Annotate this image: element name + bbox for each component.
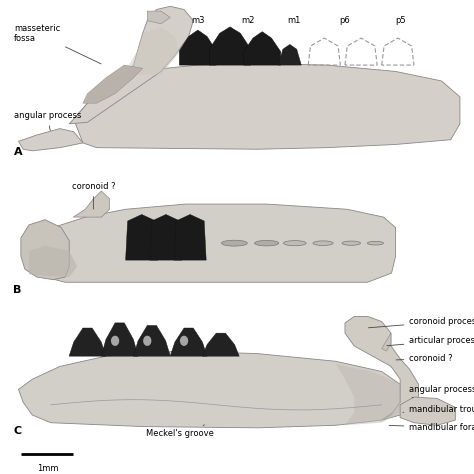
- Text: mandibular trough: mandibular trough: [403, 405, 474, 414]
- Polygon shape: [73, 64, 460, 149]
- Polygon shape: [210, 27, 251, 65]
- Text: 1mm: 1mm: [36, 464, 58, 473]
- Polygon shape: [202, 333, 239, 356]
- Text: m3: m3: [191, 16, 205, 25]
- Ellipse shape: [180, 336, 188, 346]
- Polygon shape: [21, 220, 69, 280]
- Polygon shape: [101, 323, 138, 356]
- Ellipse shape: [283, 241, 306, 246]
- Polygon shape: [244, 32, 281, 65]
- Polygon shape: [129, 27, 180, 74]
- Text: Meckel's groove: Meckel's groove: [146, 425, 213, 438]
- Text: articular process: articular process: [387, 337, 474, 346]
- Text: p5: p5: [395, 16, 405, 25]
- Polygon shape: [134, 326, 170, 356]
- Text: m1: m1: [288, 16, 301, 25]
- Polygon shape: [29, 246, 77, 277]
- Text: A: A: [14, 147, 23, 157]
- Polygon shape: [18, 128, 83, 151]
- Polygon shape: [150, 215, 182, 260]
- Text: coronoid process: coronoid process: [368, 317, 474, 328]
- Polygon shape: [278, 45, 301, 65]
- Polygon shape: [170, 328, 207, 356]
- Polygon shape: [126, 215, 158, 260]
- Text: coronoid ?: coronoid ?: [396, 354, 453, 363]
- Text: m2: m2: [242, 16, 255, 25]
- Ellipse shape: [221, 240, 247, 246]
- Text: B: B: [13, 285, 21, 295]
- Ellipse shape: [255, 240, 279, 246]
- Polygon shape: [37, 204, 395, 283]
- Ellipse shape: [313, 241, 333, 246]
- Polygon shape: [73, 191, 109, 217]
- Text: angular process: angular process: [410, 385, 474, 398]
- Polygon shape: [147, 11, 170, 24]
- Polygon shape: [400, 397, 456, 425]
- Polygon shape: [345, 317, 419, 420]
- Polygon shape: [69, 6, 193, 124]
- Text: C: C: [14, 426, 22, 436]
- Polygon shape: [174, 215, 206, 260]
- Text: angular process: angular process: [14, 111, 82, 131]
- Ellipse shape: [367, 241, 383, 245]
- Text: coronoid ?: coronoid ?: [72, 182, 115, 209]
- Text: mandibular foramen: mandibular foramen: [389, 423, 474, 432]
- Polygon shape: [382, 333, 391, 351]
- Polygon shape: [18, 351, 400, 428]
- Polygon shape: [336, 364, 400, 425]
- Polygon shape: [180, 30, 216, 65]
- Ellipse shape: [342, 241, 361, 245]
- Text: p6: p6: [339, 16, 350, 25]
- Polygon shape: [69, 328, 106, 356]
- Polygon shape: [83, 65, 143, 103]
- Text: masseteric
fossa: masseteric fossa: [14, 24, 101, 64]
- Ellipse shape: [111, 336, 119, 346]
- Ellipse shape: [143, 336, 151, 346]
